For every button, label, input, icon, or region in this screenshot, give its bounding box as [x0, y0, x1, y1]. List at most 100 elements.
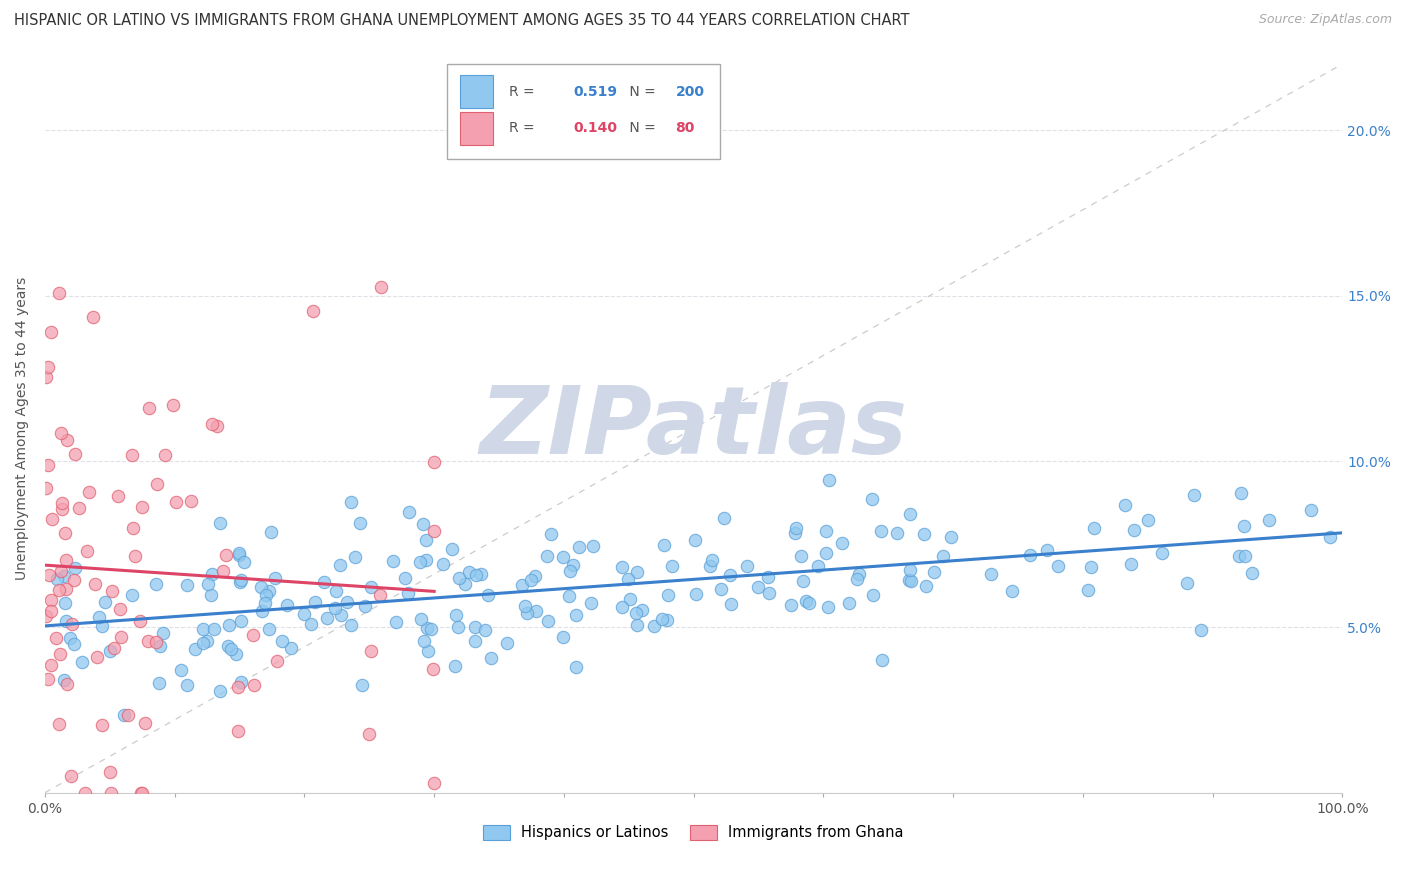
Point [53, 673, 76, 687]
Point [336, 594, 359, 608]
Text: ZIPatlas: ZIPatlas [479, 383, 908, 475]
Point [440, 542, 463, 557]
Point [1122, 523, 1144, 537]
Point [353, 599, 375, 613]
Point [747, 580, 769, 594]
Point [537, 614, 560, 628]
Point [138, 401, 160, 416]
Point [444, 607, 467, 622]
Point [110, 630, 132, 644]
Point [454, 577, 477, 591]
Point [536, 549, 558, 563]
Point [1083, 521, 1105, 535]
Point [280, 640, 302, 655]
Point [39, 325, 62, 339]
Point [60, 769, 83, 783]
Point [1227, 549, 1250, 563]
Text: R =: R = [509, 85, 540, 99]
Point [661, 558, 683, 573]
Point [1035, 542, 1057, 557]
Point [652, 538, 675, 552]
Point [870, 653, 893, 667]
Point [360, 580, 382, 594]
Point [55, 614, 77, 628]
Point [699, 559, 721, 574]
Bar [460, 75, 492, 108]
Point [63, 637, 86, 651]
Point [94, 595, 117, 609]
Point [443, 659, 465, 673]
Point [796, 594, 818, 608]
Point [39, 605, 62, 619]
Point [304, 595, 326, 609]
Point [325, 584, 347, 599]
Point [112, 707, 135, 722]
Point [756, 570, 779, 584]
Point [848, 566, 870, 581]
Point [225, 648, 247, 662]
Point [1182, 487, 1205, 501]
Point [561, 558, 583, 573]
Point [63, 561, 86, 575]
Point [447, 571, 470, 585]
Point [266, 654, 288, 668]
Point [35, 481, 58, 495]
Point [412, 516, 434, 531]
Point [49, 425, 72, 440]
Point [41, 592, 63, 607]
Point [38, 567, 60, 582]
Point [330, 607, 353, 622]
Point [98, 644, 121, 658]
Point [564, 607, 586, 622]
Point [51, 496, 73, 510]
Point [465, 567, 488, 582]
Point [797, 596, 820, 610]
Point [107, 489, 129, 503]
Point [100, 786, 122, 800]
Point [939, 530, 962, 544]
Point [785, 526, 807, 541]
Point [831, 536, 853, 550]
Point [219, 642, 242, 657]
Point [208, 684, 231, 698]
Point [124, 549, 146, 563]
Point [898, 507, 921, 521]
Point [474, 623, 496, 637]
Point [432, 558, 454, 572]
Point [446, 620, 468, 634]
Point [860, 492, 883, 507]
Point [117, 707, 139, 722]
Point [148, 676, 170, 690]
Point [76, 544, 98, 558]
Point [758, 586, 780, 600]
Point [48, 717, 70, 731]
Point [90, 718, 112, 732]
Point [416, 643, 439, 657]
Point [398, 505, 420, 519]
Point [63, 447, 86, 461]
Point [152, 626, 174, 640]
Text: HISPANIC OR LATINO VS IMMIGRANTS FROM GHANA UNEMPLOYMENT AMONG AGES 35 TO 44 YEA: HISPANIC OR LATINO VS IMMIGRANTS FROM GH… [14, 13, 910, 29]
Point [523, 569, 546, 583]
Point [340, 495, 363, 509]
Point [276, 599, 298, 613]
Point [818, 473, 841, 487]
Point [817, 600, 839, 615]
Point [357, 727, 380, 741]
Point [131, 786, 153, 800]
Point [870, 524, 893, 538]
Point [1257, 513, 1279, 527]
Point [560, 564, 582, 578]
Point [420, 623, 443, 637]
Point [39, 658, 62, 673]
Point [59, 631, 82, 645]
Point [48, 582, 70, 597]
Point [72, 656, 94, 670]
Point [415, 553, 437, 567]
Point [513, 599, 536, 614]
Point [616, 572, 638, 586]
Point [316, 611, 339, 625]
Point [87, 610, 110, 624]
Point [558, 589, 581, 603]
Point [37, 458, 59, 472]
